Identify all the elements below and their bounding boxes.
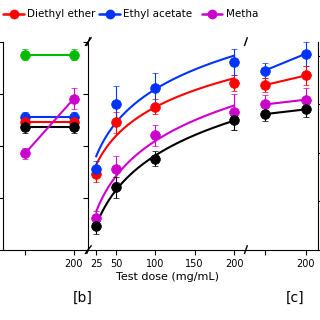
Text: [c]: [c]	[286, 291, 304, 305]
Text: Metha: Metha	[226, 9, 258, 20]
Text: [b]: [b]	[73, 291, 92, 305]
Text: Diethyl ether: Diethyl ether	[27, 9, 96, 20]
Text: Ethyl acetate: Ethyl acetate	[123, 9, 192, 20]
X-axis label: Test dose (mg/mL): Test dose (mg/mL)	[116, 272, 219, 282]
